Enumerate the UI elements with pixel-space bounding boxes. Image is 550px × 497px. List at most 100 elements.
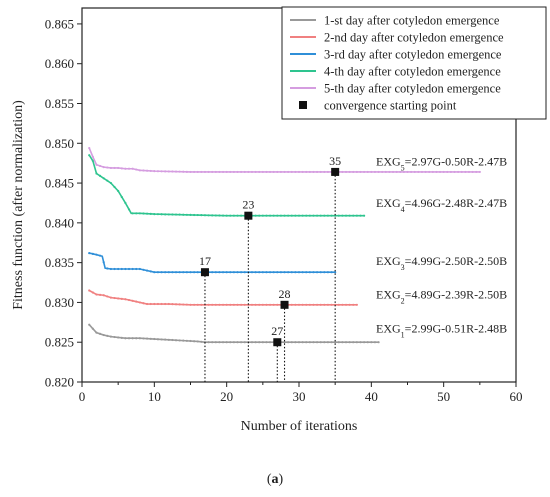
- series-1-point: [211, 341, 214, 344]
- series-3-point: [153, 271, 156, 274]
- series-5-point: [467, 170, 471, 174]
- series-1-point: [315, 341, 319, 344]
- series-3-point: [211, 271, 214, 274]
- series-3-point: [178, 271, 181, 274]
- series-5-point: [297, 170, 301, 174]
- series-1-point: [171, 338, 174, 342]
- x-tick-label: 10: [148, 389, 161, 404]
- series-3-point: [124, 267, 127, 271]
- series-2-point: [218, 303, 221, 306]
- series-5-point: [348, 170, 351, 174]
- series-1-point: [337, 341, 340, 344]
- y-tick-label: 0.835: [45, 255, 74, 270]
- series-2-point: [146, 302, 149, 306]
- series-5-point: [171, 170, 174, 173]
- series-2-point: [294, 303, 297, 306]
- series-4-point: [189, 213, 192, 216]
- series-2-point: [153, 302, 156, 306]
- series-3-point: [243, 271, 246, 274]
- series-2-point: [221, 303, 225, 306]
- series-2-point: [355, 303, 358, 306]
- series-1-point: [287, 341, 290, 344]
- equation-subscript: 3: [401, 263, 405, 272]
- series-3-point: [254, 271, 257, 274]
- series-3-point: [117, 267, 120, 271]
- series-4-point: [258, 214, 261, 217]
- series-3-point: [283, 271, 286, 274]
- series-5-point: [438, 170, 442, 174]
- series-5-point: [417, 170, 420, 174]
- series-5-point: [453, 170, 456, 174]
- series-2-point: [250, 303, 254, 306]
- series-3-point: [297, 271, 301, 274]
- series-2-point: [200, 303, 203, 306]
- series-2-point: [196, 303, 199, 306]
- series-5-point: [174, 170, 178, 173]
- series-4-point: [95, 172, 98, 175]
- series-3-point: [265, 271, 268, 274]
- series-2-point: [315, 303, 319, 306]
- series-4-point: [297, 214, 301, 217]
- series-1-point: [117, 336, 120, 339]
- series-3-point: [229, 271, 232, 274]
- series-5-point: [265, 170, 268, 174]
- series-3-point: [106, 267, 109, 270]
- equation-label: EXG5=2.97G-0.50R-2.47B: [376, 155, 507, 173]
- series-4-point: [203, 214, 207, 217]
- series-5-point: [127, 167, 131, 170]
- equation-rest: =4.96G-2.48R-2.47B: [405, 196, 507, 210]
- series-1-point: [359, 341, 362, 344]
- series-4-point: [261, 214, 264, 217]
- series-1-point: [142, 337, 145, 340]
- convergence-label: 35: [329, 154, 341, 168]
- series-2-point: [117, 297, 120, 300]
- series-2-point: [88, 289, 91, 292]
- y-tick-label: 0.850: [45, 136, 74, 151]
- series-2-point: [225, 303, 228, 306]
- series-3-point: [149, 270, 152, 273]
- series-1-point: [156, 338, 160, 341]
- series-3-point: [330, 271, 333, 274]
- series-3-point: [315, 271, 319, 274]
- series-5-point: [95, 163, 98, 166]
- series-5-point: [381, 170, 384, 174]
- series-4-point: [207, 214, 210, 217]
- x-axis-label: Number of iterations: [241, 419, 358, 434]
- series-1-point: [312, 341, 315, 344]
- series-5-point: [308, 170, 311, 174]
- series-5-point: [258, 170, 261, 174]
- series-4-point: [182, 213, 185, 216]
- equation-rest: =2.99G-0.51R-2.48B: [405, 322, 507, 336]
- series-5-point: [391, 170, 395, 174]
- series-3-point: [290, 271, 293, 274]
- convergence-marker: [273, 338, 282, 347]
- series-1-point: [113, 335, 116, 339]
- equation-subscript: 5: [401, 163, 405, 172]
- series-1-point: [229, 341, 232, 344]
- series-1-point: [240, 341, 243, 344]
- series-1-point: [355, 341, 358, 344]
- series-4-point: [218, 214, 221, 217]
- series-3-point: [312, 271, 315, 274]
- series-2-point: [182, 303, 185, 306]
- series-4-point: [167, 213, 170, 216]
- series-4-point: [149, 212, 152, 215]
- series-3-point: [326, 271, 330, 274]
- series-5-point: [478, 170, 481, 174]
- series-4-point: [146, 212, 149, 215]
- series-3-point: [167, 271, 170, 274]
- series-5-point: [283, 170, 286, 174]
- series-2-point: [193, 303, 196, 306]
- series-2-point: [120, 297, 123, 300]
- series-4-point: [106, 179, 109, 182]
- series-4-point: [326, 214, 330, 217]
- series-5-point: [218, 170, 221, 174]
- series-3-point: [138, 267, 141, 271]
- series-1-point: [366, 341, 369, 344]
- series-5-point: [460, 170, 463, 174]
- series-2-point: [135, 300, 138, 303]
- series-5-point: [388, 170, 391, 174]
- series-5-point: [98, 164, 102, 168]
- series-5-point: [178, 170, 181, 173]
- series-3-point: [127, 267, 131, 271]
